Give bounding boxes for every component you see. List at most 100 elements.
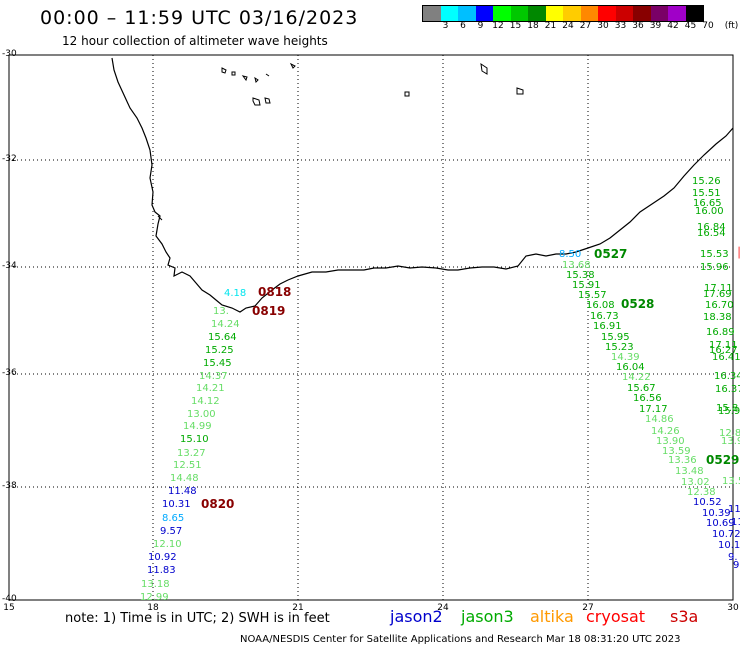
wave-height-value: 15.53 [700, 249, 729, 260]
wave-height-value: 17.69 [703, 289, 732, 300]
wave-height-value: 10.92 [148, 552, 177, 563]
color-swatch [475, 6, 493, 21]
color-scale-label: 12 [492, 21, 504, 31]
wave-height-value: 13. [213, 306, 229, 317]
wave-height-value: 15.26 [692, 176, 721, 187]
pass-time-label: 0820 [201, 497, 234, 511]
wave-height-value: 17.11 [704, 283, 733, 294]
longitude-label: 18 [147, 603, 159, 613]
color-scale-label: 33 [614, 21, 627, 31]
wave-height-value: 13.9 [721, 436, 740, 447]
wave-height-value: 13.59 [662, 446, 691, 457]
wave-height-value: 15.38 [566, 270, 595, 281]
color-swatch [668, 6, 686, 21]
color-scale-label: 45 [684, 21, 697, 31]
longitude-label: 15 [3, 603, 15, 613]
pass-time-label: 0819 [252, 304, 285, 318]
color-scale-label: 18 [527, 21, 539, 31]
longitude-label: 30 [727, 603, 739, 613]
wave-height-value: 16.08 [586, 300, 615, 311]
wave-height-value: 9. [728, 552, 738, 563]
edge-marker: │ [736, 246, 740, 259]
wave-height-value: 11.48 [168, 486, 197, 497]
wave-height-value: 10.52 [693, 497, 722, 508]
wave-height-value: 17.11 [709, 340, 738, 351]
coastline [111, 57, 734, 313]
wave-height-value: 16.41 [712, 352, 740, 363]
longitude-label: 24 [437, 603, 449, 613]
color-swatch [633, 6, 651, 21]
wave-height-value: 16.73 [590, 311, 619, 322]
color-scale-label: 3 [442, 21, 449, 31]
wave-height-value: 10.31 [162, 499, 191, 510]
wave-height-value: 13.68 [562, 260, 591, 271]
color-swatch [685, 6, 703, 21]
wave-height-value: 16.65 [693, 198, 722, 209]
color-scale-label: 36 [632, 21, 644, 31]
wave-height-value: 15.57 [578, 290, 607, 301]
wave-height-value: 15.67 [627, 383, 656, 394]
pass-time-label: 0527 [594, 247, 627, 261]
wave-height-value: 8.50 [559, 249, 581, 260]
wave-height-value: 14.12 [191, 396, 220, 407]
color-swatch [493, 6, 511, 21]
wave-height-value: 15.8 [716, 403, 738, 414]
legend-jason3: jason3 [461, 607, 514, 626]
wave-height-value: 11.83 [147, 565, 176, 576]
wave-height-value: 15.91 [572, 280, 601, 291]
color-scale-label: 15 [509, 21, 522, 31]
wave-height-value: 15.95 [601, 332, 630, 343]
color-swatch [598, 6, 616, 21]
color-scale-label: 27 [579, 21, 592, 31]
wave-height-value: 16.34 [714, 371, 740, 382]
latitude-label: -40 [2, 594, 17, 604]
wave-height-value: 10.39 [702, 508, 731, 519]
wave-height-value: 16.04 [616, 362, 645, 373]
pass-time-label: 0529 [706, 453, 739, 467]
color-scale-label: 42 [667, 21, 679, 31]
color-swatch [650, 6, 668, 21]
wave-height-value: 15.10 [180, 434, 209, 445]
wave-height-value: 13.90 [656, 436, 685, 447]
islands [157, 62, 524, 221]
color-scale-unit: (ft) [724, 21, 739, 31]
latitude-label: -32 [2, 154, 17, 164]
wave-height-value: 14.24 [211, 319, 240, 330]
graticule [9, 55, 733, 600]
wave-height-value: 12.8 [719, 428, 740, 439]
wave-height-value: 10.72 [712, 529, 740, 540]
pass-time-label: 0818 [258, 285, 291, 299]
wave-height-value: 16.00 [695, 206, 724, 217]
latitude-label: -38 [2, 481, 17, 491]
map-border [8, 54, 734, 601]
wave-height-value: 16.37 [715, 384, 740, 395]
color-swatch [458, 6, 476, 21]
footnote: note: 1) Time is in UTC; 2) SWH is in fe… [65, 611, 330, 626]
wave-height-value: 11 [731, 517, 740, 528]
wave-height-value: 13.48 [675, 466, 704, 477]
page-subtitle: 12 hour collection of altimeter wave hei… [62, 34, 328, 48]
color-scale-label: 24 [562, 21, 574, 31]
wave-height-value: 14.39 [611, 352, 640, 363]
pass-time-label: 0528 [621, 297, 654, 311]
legend-jason2: jason2 [390, 607, 443, 626]
wave-height-value: 12.38 [687, 487, 716, 498]
wave-height-value: 9.57 [160, 526, 182, 537]
longitude-label: 27 [582, 603, 594, 613]
wave-height-value: 14.48 [170, 473, 199, 484]
wave-height-value: 9 [733, 560, 739, 571]
wave-height-value: 16.54 [697, 228, 726, 239]
page-title: 00:00 – 11:59 UTC 03/16/2023 [40, 7, 359, 29]
color-swatch [510, 6, 528, 21]
wave-height-value: 16.27 [709, 345, 738, 356]
legend-cryosat: cryosat [586, 607, 646, 626]
wave-height-value: 10.1 [718, 540, 740, 551]
wave-height-value: 13.18 [141, 579, 170, 590]
wave-height-value: 12.99 [140, 592, 169, 603]
wave-height-value: 15.25 [205, 345, 234, 356]
wave-height-value: 13.27 [177, 448, 206, 459]
wave-height-value: 17.17 [639, 404, 668, 415]
wave-height-value: 11 [728, 504, 740, 515]
